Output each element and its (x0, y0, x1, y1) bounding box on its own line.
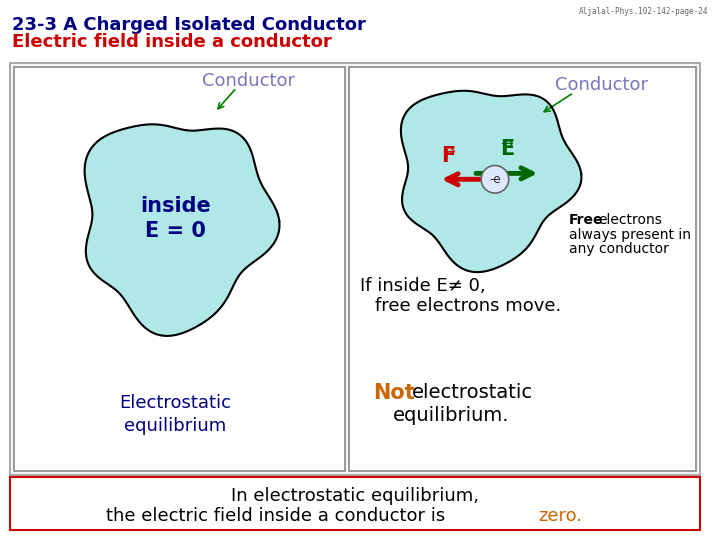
Text: →: → (500, 137, 513, 152)
Text: Not: Not (373, 383, 415, 403)
Text: equilibrium.: equilibrium. (392, 406, 509, 425)
Text: If inside E≠ 0,: If inside E≠ 0, (360, 277, 485, 295)
Text: Conductor: Conductor (555, 76, 648, 93)
Text: 23-3 A Charged Isolated Conductor: 23-3 A Charged Isolated Conductor (12, 16, 366, 33)
Text: always present in: always present in (569, 227, 691, 241)
Polygon shape (85, 124, 279, 336)
Text: electrostatic: electrostatic (412, 383, 534, 402)
Text: Electrostatic: Electrostatic (120, 394, 232, 412)
Text: F: F (441, 146, 456, 166)
Text: electrons: electrons (598, 213, 662, 227)
Bar (10, 63, 700, 475)
Circle shape (481, 165, 509, 193)
Text: free electrons move.: free electrons move. (374, 296, 561, 315)
Text: Aljalal-Phys.102-142-page-24: Aljalal-Phys.102-142-page-24 (578, 6, 708, 16)
Text: →: → (442, 145, 455, 159)
Text: equilibrium: equilibrium (125, 417, 227, 435)
Text: zero.: zero. (539, 507, 582, 525)
Text: E: E (500, 139, 514, 159)
Text: inside: inside (140, 196, 211, 216)
Text: Conductor: Conductor (202, 72, 295, 90)
Text: E = 0: E = 0 (145, 220, 206, 240)
Bar (14, 67, 345, 471)
Polygon shape (401, 91, 582, 272)
Text: Electric field inside a conductor: Electric field inside a conductor (12, 33, 332, 51)
Text: the electric field inside a conductor is: the electric field inside a conductor is (107, 507, 451, 525)
Text: any conductor: any conductor (569, 242, 669, 256)
Text: Free: Free (569, 213, 603, 227)
Text: -e: -e (489, 173, 501, 186)
Bar (349, 67, 696, 471)
Bar (10, 477, 700, 530)
Text: In electrostatic equilibrium,: In electrostatic equilibrium, (231, 487, 479, 505)
